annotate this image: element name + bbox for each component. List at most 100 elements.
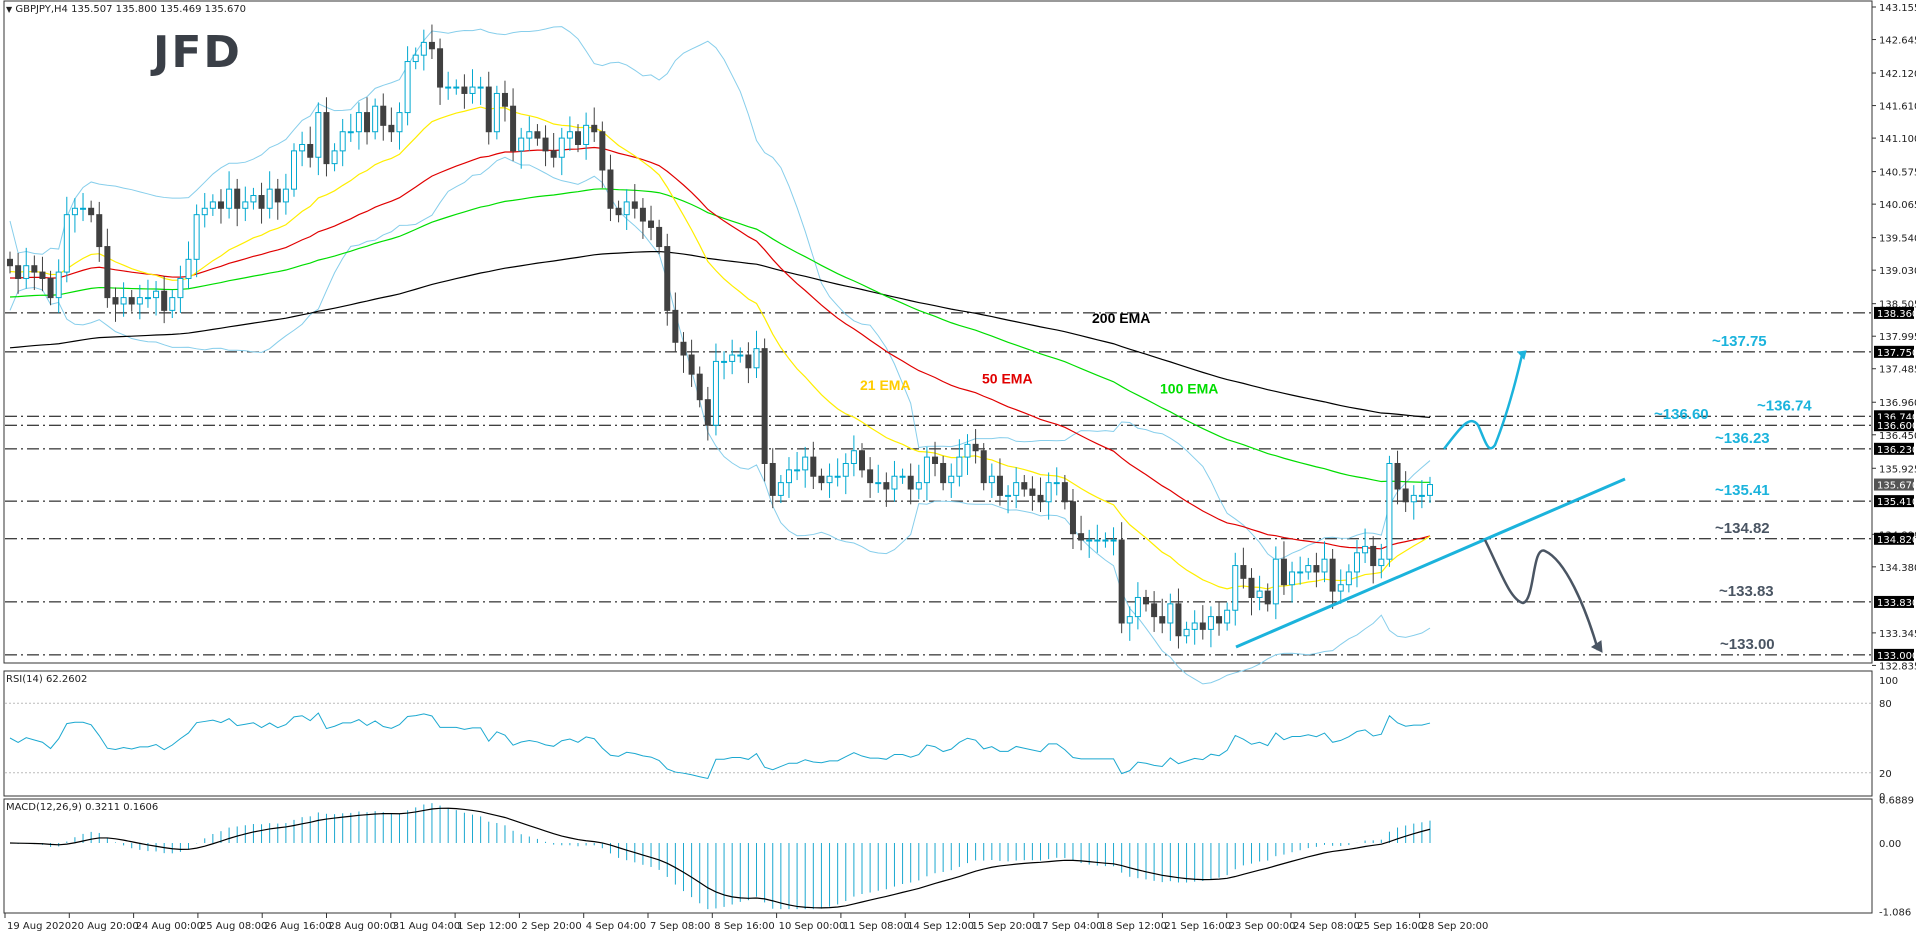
level-label: ~133.00: [1720, 636, 1775, 653]
price-tick: 141.610: [1879, 102, 1916, 113]
svg-text:136.740: 136.740: [1877, 412, 1916, 423]
ema50-line: [9, 146, 1431, 550]
bollinger-lower: [9, 156, 1431, 685]
time-tick: 25 Sep 16:00: [1357, 921, 1424, 932]
candle: [1029, 476, 1036, 511]
candle: [712, 343, 719, 436]
time-tick: 19 Aug 2020: [7, 921, 71, 932]
candle: [907, 463, 914, 505]
time-tick: 14 Sep 12:00: [907, 921, 974, 932]
candle: [883, 472, 890, 507]
candle: [193, 204, 200, 278]
candle: [932, 441, 939, 477]
macd-indicator: 0.6889 0.00 -1.086: [9, 796, 1914, 918]
candle: [583, 112, 590, 160]
time-tick: 28 Aug 00:00: [329, 921, 396, 932]
svg-text:136.230: 136.230: [1877, 445, 1916, 456]
candle: [128, 289, 135, 312]
time-tick: 1 Sep 12:00: [457, 921, 517, 932]
candle: [71, 198, 78, 233]
candle: [80, 192, 87, 222]
ema-label: 100 EMA: [1160, 380, 1218, 396]
candle: [63, 196, 70, 283]
candle: [1337, 569, 1344, 604]
level-label: ~135.41: [1715, 482, 1770, 499]
symbol-ohlc: GBPJPY,H4 135.507 135.800 135.469 135.67…: [15, 4, 247, 15]
price-tick: 140.575: [1879, 168, 1916, 179]
ema100-line: [9, 188, 1431, 483]
candle: [1061, 474, 1068, 510]
candle: [1321, 541, 1328, 583]
price-tag: [1874, 495, 1914, 508]
rsi-tick: 100: [1879, 676, 1898, 687]
collapse-triangle-icon[interactable]: ▼: [6, 5, 13, 14]
candle: [818, 468, 825, 491]
candle: [615, 200, 622, 223]
candle: [980, 443, 987, 491]
candle: [1248, 568, 1255, 616]
candle: [477, 76, 484, 105]
candle: [558, 127, 565, 176]
candle: [1199, 605, 1206, 640]
candle: [1126, 606, 1133, 641]
svg-text:138.360: 138.360: [1877, 309, 1916, 320]
candle: [1005, 485, 1012, 514]
time-tick: 10 Sep 00:00: [779, 921, 846, 932]
candle: [956, 439, 963, 487]
candle: [940, 455, 947, 491]
price-tick: 142.120: [1879, 69, 1916, 80]
time-tick: 11 Sep 08:00: [843, 921, 910, 932]
bullish-path-arrow: [1443, 354, 1524, 450]
candle: [680, 332, 687, 373]
candle: [1329, 548, 1336, 609]
candle: [1207, 606, 1214, 648]
arrow-head-icon: [1517, 350, 1527, 361]
price-axis[interactable]: 143.155 142.645 142.120 141.610 141.100 140.5…: [1872, 3, 1916, 672]
time-tick: 26 Aug 16:00: [264, 921, 331, 932]
candle: [1110, 527, 1117, 556]
candle: [217, 189, 224, 224]
candle: [1394, 450, 1401, 505]
candle: [169, 289, 176, 319]
candle: [534, 124, 541, 146]
candle: [664, 233, 671, 326]
candle: [769, 448, 776, 509]
candle: [104, 228, 111, 308]
macd-label: MACD(12,26,9) 0.3211 0.1606: [6, 802, 159, 813]
candle: [972, 429, 979, 464]
price-tag: [1874, 595, 1914, 608]
ema-lines: [9, 106, 1431, 590]
candle: [996, 458, 1003, 506]
candle: [1305, 557, 1312, 580]
candle: [599, 121, 606, 188]
candle: [1134, 582, 1141, 630]
candle: [1175, 588, 1182, 649]
candle: [948, 463, 955, 498]
macd-tick: 0.00: [1879, 839, 1901, 850]
candle: [355, 102, 362, 150]
time-tick: 8 Sep 16:00: [714, 921, 774, 932]
price-tick: 139.540: [1879, 234, 1916, 245]
svg-text:136.600: 136.600: [1877, 421, 1916, 432]
candle: [1370, 536, 1377, 584]
candle: [1037, 477, 1044, 512]
candle: [842, 453, 849, 495]
candle: [1272, 546, 1279, 620]
ema-label: 21 EMA: [860, 377, 911, 393]
candle: [469, 69, 476, 104]
price-tick: 139.030: [1879, 266, 1916, 277]
candle: [761, 338, 768, 482]
bollinger-bands: [9, 26, 1431, 685]
level-label: ~134.82: [1715, 520, 1770, 537]
price-tag: [1874, 345, 1914, 358]
candle: [47, 270, 54, 306]
candle: [729, 339, 736, 375]
candle: [242, 186, 249, 222]
price-tag: [1874, 532, 1914, 545]
price-tick: 138.505: [1879, 300, 1916, 311]
candle: [226, 171, 233, 219]
candle: [234, 178, 241, 227]
candle: [291, 143, 297, 197]
